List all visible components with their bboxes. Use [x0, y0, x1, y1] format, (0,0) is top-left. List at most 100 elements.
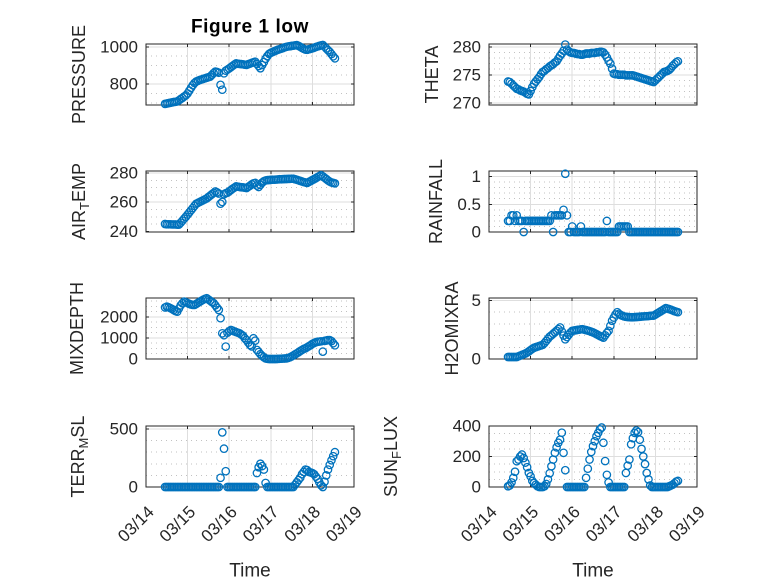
xlabel: Time	[229, 561, 271, 582]
air-temp-data-point	[216, 199, 225, 209]
rainfall-data-point	[560, 169, 570, 179]
sun-flux-data-point	[526, 471, 535, 481]
terr-msl-data-point	[259, 465, 269, 474]
ytick-label: 0	[472, 478, 481, 497]
sun-flux-data-point	[579, 482, 589, 492]
h2omixra-data-point	[555, 323, 565, 332]
mixdepth-data-point	[249, 333, 258, 343]
rainfall-data-point	[508, 211, 518, 220]
mixdepth-data-point	[318, 347, 328, 356]
ylabel-text: THETA	[422, 46, 442, 104]
subplot-air-temp: 240 260 280 AIRTEMP	[69, 163, 355, 241]
sun-flux-data-point	[557, 428, 567, 438]
theta-data-point	[671, 58, 681, 67]
subplot-mixdepth: 0 1000 2000 MIXDEPTH	[67, 282, 355, 375]
h2omixra-data-point	[605, 321, 615, 331]
theta-data-point	[605, 59, 615, 68]
ytick-label: 280	[110, 164, 138, 183]
sun-flux-series	[503, 423, 683, 492]
sun-flux-data-point	[508, 473, 518, 483]
terr-msl-data-point	[221, 466, 231, 476]
theta-data-point	[673, 56, 683, 66]
ylabel: THETA	[422, 46, 442, 104]
sun-flux-data-point	[510, 467, 520, 477]
ylabel-text: RAINFALL	[426, 159, 446, 244]
rainfall-data-point	[545, 216, 555, 226]
subplot-h2omixra: 0 5 H2OMIXRA	[442, 281, 698, 376]
pressure-data-point	[216, 80, 225, 90]
sun-flux-data-point	[507, 478, 516, 487]
air-temp-series	[160, 170, 340, 229]
subplot-pressure: 800 1000 PRESSURE Figure 1 low	[69, 17, 355, 124]
h2omixra-data-point	[557, 327, 567, 336]
sun-flux-data-point	[588, 441, 598, 451]
theta-data-point	[526, 86, 535, 96]
h2omixra-series	[503, 303, 683, 362]
sun-flux-data-point	[597, 423, 607, 432]
ytick-label: 0	[129, 350, 138, 369]
ytick-label: 200	[453, 447, 481, 466]
terr-msl-data-point	[250, 482, 260, 492]
terr-msl-data-point	[219, 444, 229, 454]
terr-msl-data-point	[327, 455, 336, 465]
sun-flux-data-point	[559, 448, 568, 458]
h2omixra-data-point	[673, 307, 683, 317]
ylabel-text: TERR	[68, 448, 88, 497]
sun-flux-data-point	[630, 428, 639, 438]
ytick-label: 400	[453, 417, 481, 436]
rainfall-data-point	[557, 211, 567, 220]
ylabel-text: LUX	[381, 416, 401, 451]
mixdepth-data-point	[212, 303, 222, 313]
subplot-theta: 270 275 280 THETA	[422, 37, 698, 112]
pressure-series	[160, 40, 340, 109]
terr-msl-data-point	[330, 447, 340, 457]
sun-flux-data-point	[631, 426, 641, 435]
sun-flux-data-point	[644, 475, 653, 484]
xlabel: Time	[572, 561, 614, 582]
air-temp-data-point	[330, 179, 340, 188]
ylabel-subscript: F	[389, 451, 404, 459]
ytick-label: 1000	[100, 37, 138, 56]
terr-msl-data-point	[252, 468, 262, 478]
rainfall-data-point	[519, 227, 529, 237]
h2omixra-data-point	[602, 328, 612, 338]
sun-flux-data-point	[521, 458, 530, 467]
mixdepth-data-point	[245, 340, 255, 350]
sun-flux-data-point	[626, 439, 636, 449]
ylabel-text: SL	[68, 416, 88, 438]
ylabel-subscript: T	[77, 202, 92, 210]
ytick-label: 0.5	[457, 195, 481, 214]
mixdepth-data-point	[214, 305, 224, 315]
sun-flux-data-point	[619, 482, 629, 492]
pressure-data-point	[217, 85, 227, 95]
rainfall-data-point	[548, 227, 558, 237]
axes-box	[488, 297, 698, 360]
ylabel-text: MIXDEPTH	[67, 282, 87, 375]
sun-flux-data-point	[640, 459, 650, 469]
ylabel-text: SUN	[381, 459, 401, 497]
ytick-label: 0	[472, 350, 481, 369]
terr-msl-data-point	[214, 482, 224, 492]
chart-title: Figure 1 low	[191, 17, 309, 38]
mixdepth-data-point	[221, 342, 231, 351]
ytick-label: 1000	[100, 328, 138, 347]
terr-msl-data-point	[323, 465, 333, 474]
ytick-label: 2000	[100, 307, 138, 326]
mixdepth-data-point	[328, 338, 338, 348]
mixdepth-data-point	[216, 313, 225, 323]
sun-flux-data-point	[623, 461, 633, 470]
ytick-label: 275	[453, 65, 481, 84]
ytick-label: 800	[110, 75, 138, 94]
pressure-data-point	[330, 54, 340, 63]
subplot-rainfall: 0 0.5 1 RAINFALL	[426, 159, 698, 244]
mixdepth-data-point	[330, 340, 340, 350]
sun-flux-data-point	[522, 462, 532, 472]
ytick-label: 260	[110, 193, 138, 212]
terr-msl-data-point	[216, 473, 225, 483]
sun-flux-data-point	[540, 481, 549, 491]
sun-flux-data-point	[543, 475, 553, 484]
sun-flux-data-point	[600, 456, 610, 466]
sun-flux-data-point	[552, 442, 561, 452]
ytick-label: 500	[110, 419, 138, 438]
